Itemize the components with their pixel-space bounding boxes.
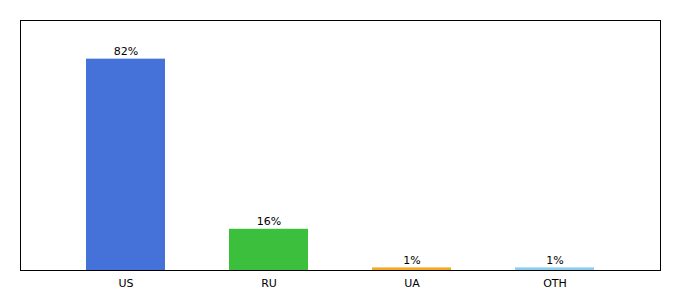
svg-text:1%: 1% (546, 254, 563, 267)
svg-text:RU: RU (261, 277, 277, 290)
svg-text:US: US (118, 277, 133, 290)
svg-text:OTH: OTH (543, 277, 567, 290)
svg-text:UA: UA (404, 277, 420, 290)
svg-text:1%: 1% (403, 254, 420, 267)
svg-text:82%: 82% (114, 45, 138, 58)
svg-text:16%: 16% (257, 215, 281, 228)
